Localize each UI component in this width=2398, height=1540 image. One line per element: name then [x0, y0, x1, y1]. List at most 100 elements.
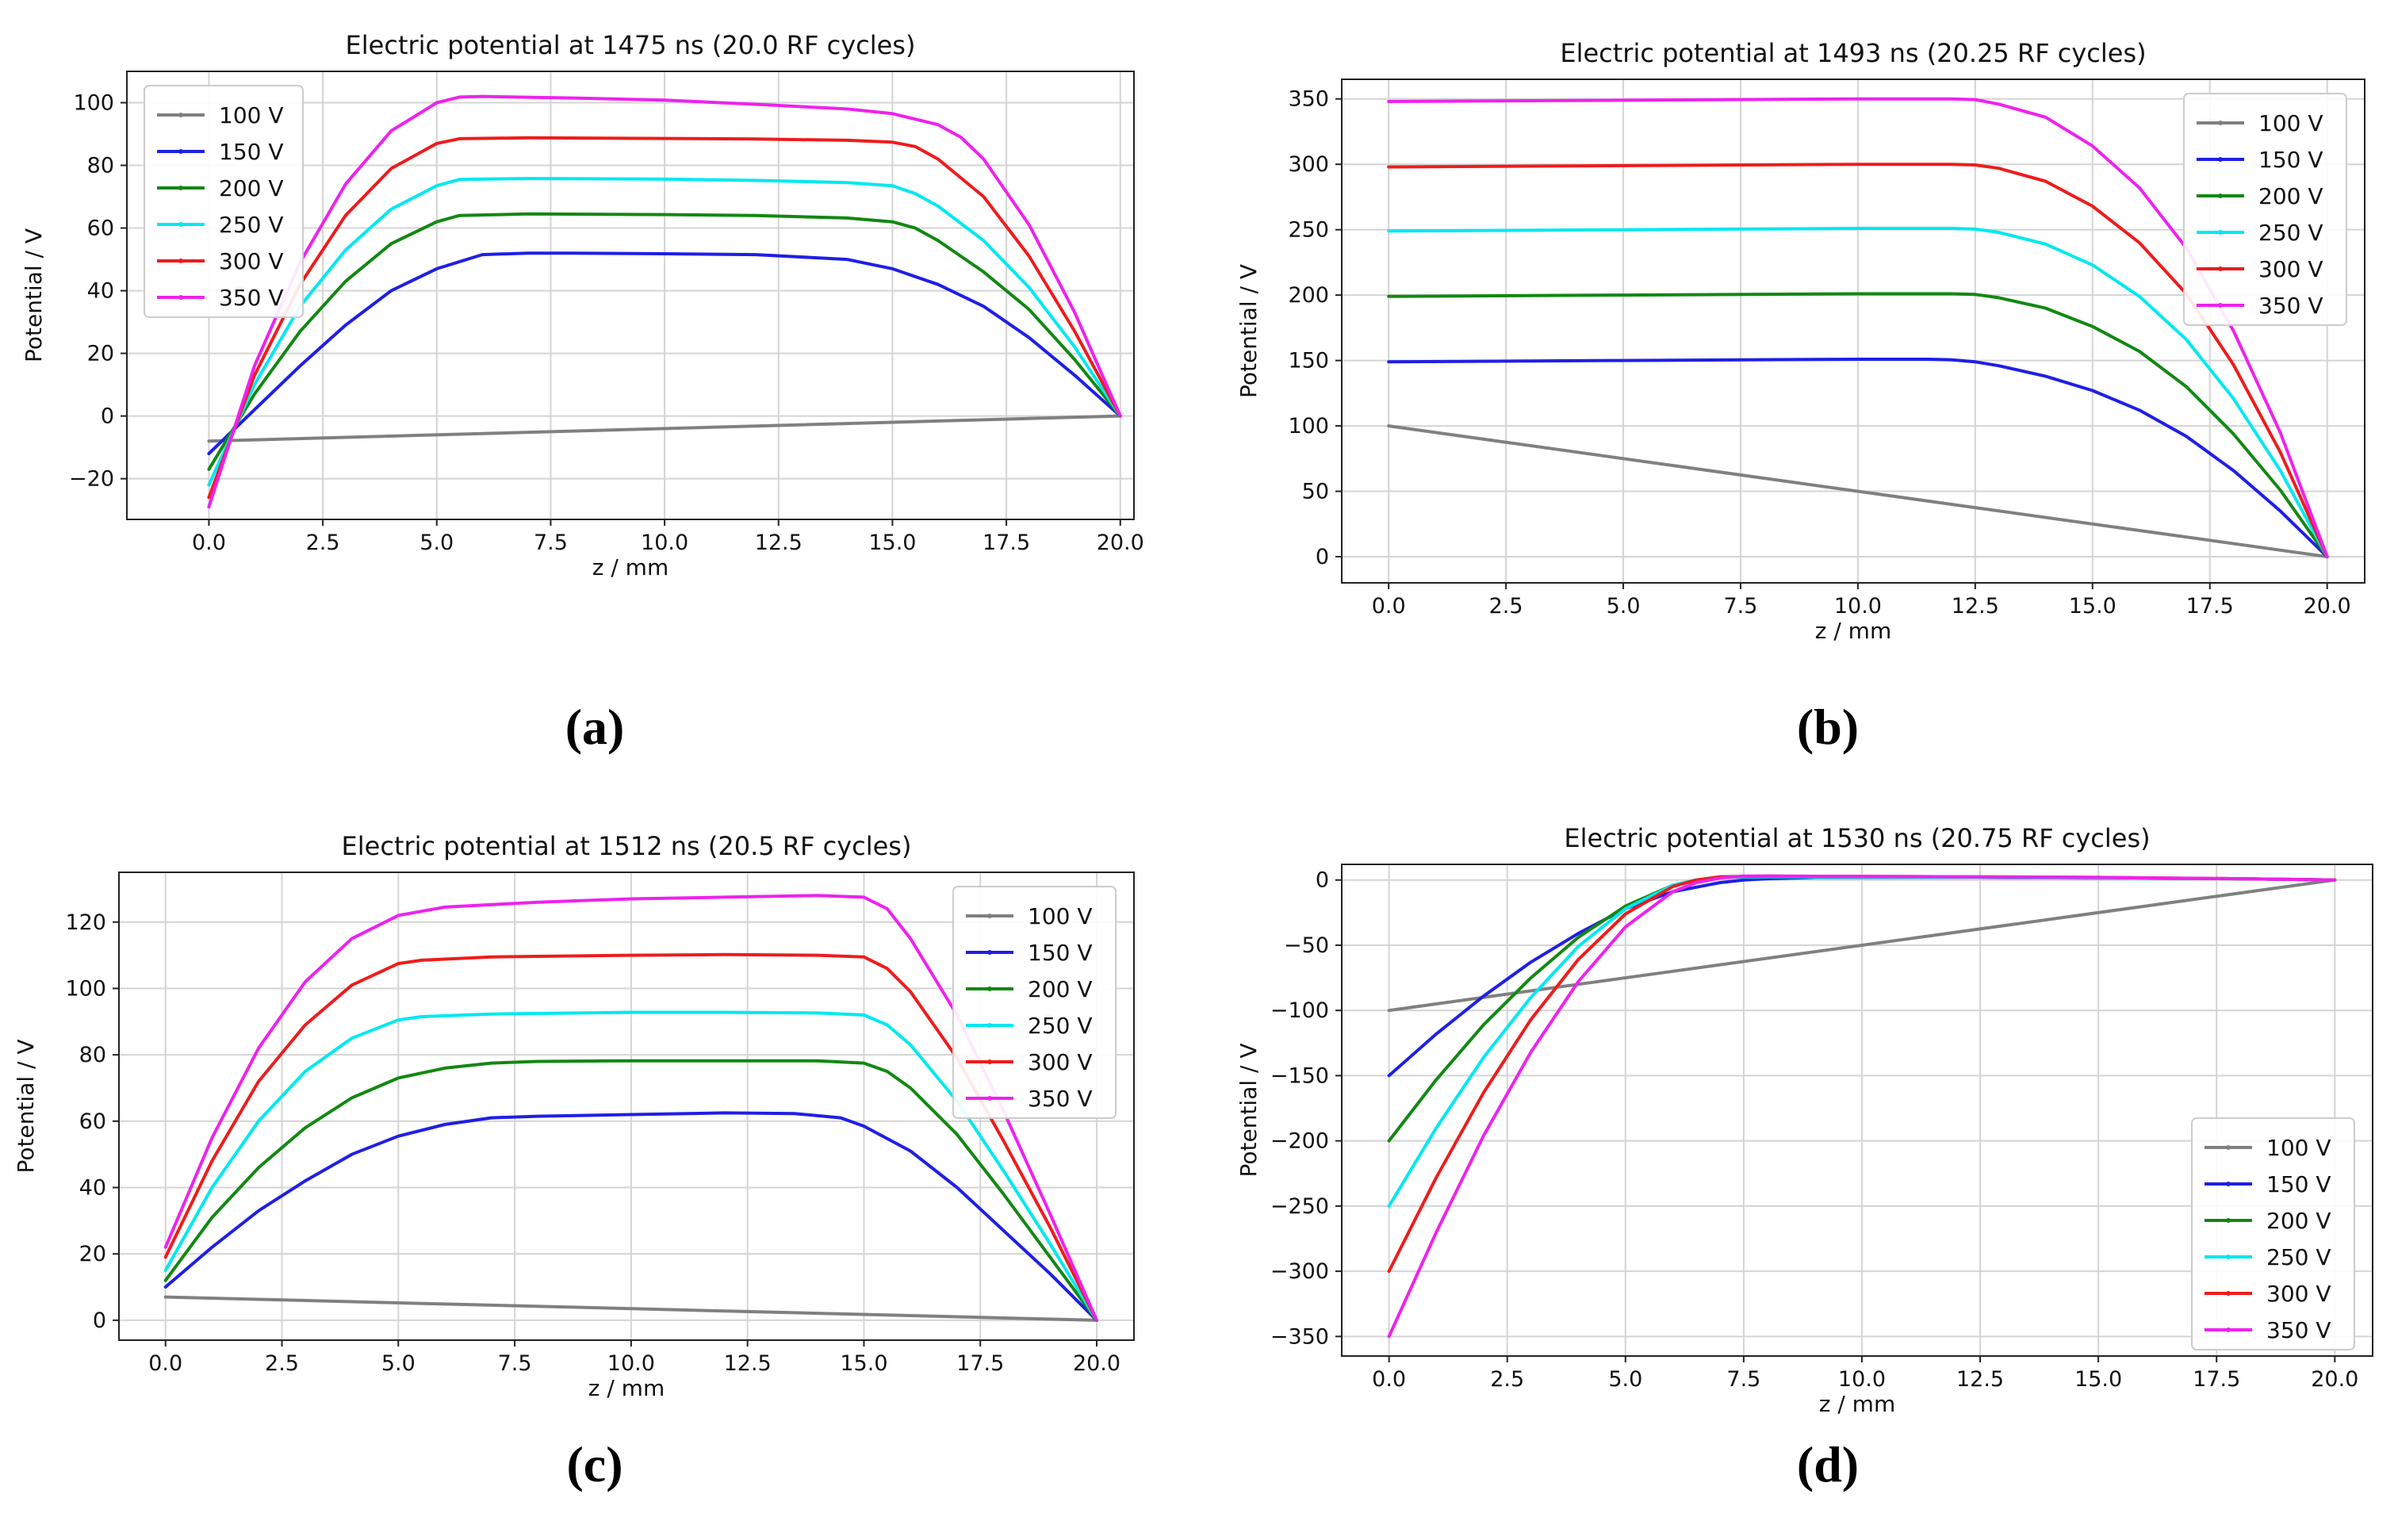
- caption-a-text: (a): [565, 699, 625, 755]
- chart-panel-c: 0.0 2.5 5.0 7.5 10.0 12.5 15.0 17.5 20.0 0 20 40 60 8…: [0, 809, 1199, 1412]
- x-tick-label-c-2: 5.0: [381, 1351, 416, 1376]
- x-tick-label-a-3: 7.5: [534, 531, 568, 555]
- legend-marker-c-4: [987, 1059, 992, 1064]
- caption-a: (a): [500, 698, 690, 757]
- series-line-a-4: [207, 136, 1122, 500]
- legend-label-b-2: 200 V: [2258, 183, 2323, 209]
- x-tick-label-a-6: 15.0: [868, 531, 916, 555]
- y-tick-label-d-4: −150: [1270, 1063, 1329, 1088]
- series-line-a-0: [207, 414, 1122, 443]
- plot-frame-a: [126, 71, 1135, 520]
- y-tick-label-d-1: −300: [1270, 1259, 1329, 1284]
- series-line-c-2: [163, 1059, 1098, 1322]
- series-line-d-0: [1387, 878, 2337, 1013]
- legend-label-a-1: 150 V: [219, 139, 284, 165]
- legend-marker-a-1: [178, 149, 183, 154]
- series-line-d-5: [1387, 874, 2337, 1339]
- legend-label-d-4: 300 V: [2266, 1281, 2331, 1307]
- y-tick-label-b-2: 100: [1288, 414, 1329, 439]
- y-axis-label-a: Potential / V: [21, 228, 47, 362]
- plot-frame-b: [1341, 79, 2365, 584]
- x-tick-label-a-5: 12.5: [755, 531, 803, 555]
- series-line-a-3: [207, 177, 1122, 487]
- legend-label-c-5: 350 V: [1028, 1086, 1093, 1112]
- legend-marker-d-1: [2226, 1182, 2231, 1186]
- y-tick-label-d-0: −350: [1270, 1324, 1329, 1349]
- x-tick-label-a-2: 5.0: [419, 531, 454, 555]
- x-tick-label-a-8: 20.0: [1097, 531, 1144, 555]
- x-axis-label-d: z / mm: [1819, 1391, 1895, 1417]
- legend-marker-b-2: [2218, 193, 2223, 198]
- series-line-c-1: [163, 1111, 1098, 1322]
- chart-title-a: Electric potential at 1475 ns (20.0 RF c…: [346, 30, 916, 60]
- chart-svg-b: 0.0 2.5 5.0 7.5 10.0 12.5 15.0 17.5 20.0 0 50 100 15…: [1235, 38, 2365, 644]
- x-tick-label-d-0: 0.0: [1372, 1367, 1406, 1392]
- series-line-b-1: [1387, 358, 2329, 558]
- x-axis-label-b: z / mm: [1815, 618, 1891, 644]
- legend-marker-b-1: [2218, 157, 2223, 162]
- legend-label-c-0: 100 V: [1028, 903, 1093, 929]
- legend-marker-c-0: [987, 914, 992, 918]
- legend-label-b-3: 250 V: [2258, 220, 2323, 246]
- y-axis-label-d: Potential / V: [1235, 1043, 1262, 1177]
- y-axis-label-c: Potential / V: [13, 1039, 39, 1173]
- legend-label-c-2: 200 V: [1028, 976, 1093, 1002]
- legend-label-d-0: 100 V: [2266, 1135, 2331, 1161]
- x-tick-label-c-8: 20.0: [1073, 1351, 1120, 1376]
- series-line-a-2: [207, 212, 1122, 471]
- legend-label-a-5: 350 V: [219, 285, 284, 311]
- caption-d: (d): [1733, 1435, 1923, 1494]
- plot-frame-d: [1341, 864, 2373, 1357]
- y-tick-label-c-5: 100: [65, 976, 106, 1001]
- y-tick-label-c-2: 40: [79, 1176, 106, 1201]
- chart-svg-c: 0.0 2.5 5.0 7.5 10.0 12.5 15.0 17.5 20.0 0 20 40 60 8…: [13, 831, 1135, 1401]
- chart-title-d: Electric potential at 1530 ns (20.75 RF …: [1564, 823, 2150, 853]
- legend-marker-a-0: [178, 113, 183, 117]
- chart-title-c: Electric potential at 1512 ns (20.5 RF c…: [342, 831, 912, 861]
- y-tick-label-d-3: −200: [1270, 1129, 1329, 1154]
- x-tick-label-d-3: 7.5: [1726, 1367, 1760, 1392]
- caption-c: (c): [500, 1435, 690, 1494]
- y-tick-label-c-6: 120: [65, 910, 106, 935]
- x-tick-label-b-7: 17.5: [2186, 594, 2234, 619]
- legend-label-b-4: 300 V: [2258, 256, 2323, 282]
- y-tick-label-a-6: 100: [73, 91, 114, 116]
- legend-marker-c-5: [987, 1096, 992, 1101]
- legend-marker-d-0: [2226, 1145, 2231, 1150]
- legend-marker-b-0: [2218, 121, 2223, 125]
- x-tick-label-a-4: 10.0: [641, 531, 688, 555]
- x-tick-label-c-5: 12.5: [724, 1351, 772, 1376]
- legend-marker-a-3: [178, 222, 183, 227]
- y-tick-label-d-2: −250: [1270, 1194, 1329, 1219]
- x-tick-label-b-8: 20.0: [2304, 594, 2351, 619]
- x-tick-label-c-7: 17.5: [956, 1351, 1004, 1376]
- x-tick-label-c-6: 15.0: [840, 1351, 887, 1376]
- legend-marker-b-3: [2218, 230, 2223, 235]
- x-axis-label-a: z / mm: [592, 554, 668, 580]
- plot-frame-c: [118, 872, 1135, 1341]
- y-tick-label-a-5: 80: [87, 154, 114, 178]
- legend-marker-c-3: [987, 1023, 992, 1028]
- legend-label-d-5: 350 V: [2266, 1317, 2331, 1343]
- x-tick-label-c-0: 0.0: [148, 1351, 182, 1376]
- y-tick-label-d-6: −50: [1284, 933, 1329, 958]
- y-tick-label-d-5: −100: [1270, 998, 1329, 1023]
- y-tick-label-a-4: 60: [87, 216, 114, 241]
- legend-label-d-1: 150 V: [2266, 1171, 2331, 1197]
- legend-label-c-4: 300 V: [1028, 1049, 1093, 1075]
- y-tick-label-b-4: 200: [1288, 283, 1329, 308]
- legend-label-b-0: 100 V: [2258, 110, 2323, 136]
- caption-d-text: (d): [1796, 1436, 1860, 1492]
- y-tick-label-c-0: 0: [93, 1308, 106, 1333]
- chart-svg-d: 0.0 2.5 5.0 7.5 10.0 12.5 15.0 17.5 20.0 −350 −300…: [1235, 823, 2373, 1417]
- legend-label-a-2: 200 V: [219, 175, 284, 201]
- caption-c-text: (c): [566, 1436, 623, 1492]
- y-tick-label-b-5: 250: [1288, 218, 1329, 243]
- x-axis-label-c: z / mm: [588, 1375, 665, 1401]
- legend-marker-b-4: [2218, 266, 2223, 271]
- legend-marker-d-4: [2226, 1291, 2231, 1296]
- caption-b-text: (b): [1796, 699, 1860, 755]
- series-line-b-5: [1387, 97, 2329, 558]
- x-tick-label-c-4: 10.0: [607, 1351, 655, 1376]
- legend-label-a-4: 300 V: [219, 248, 284, 274]
